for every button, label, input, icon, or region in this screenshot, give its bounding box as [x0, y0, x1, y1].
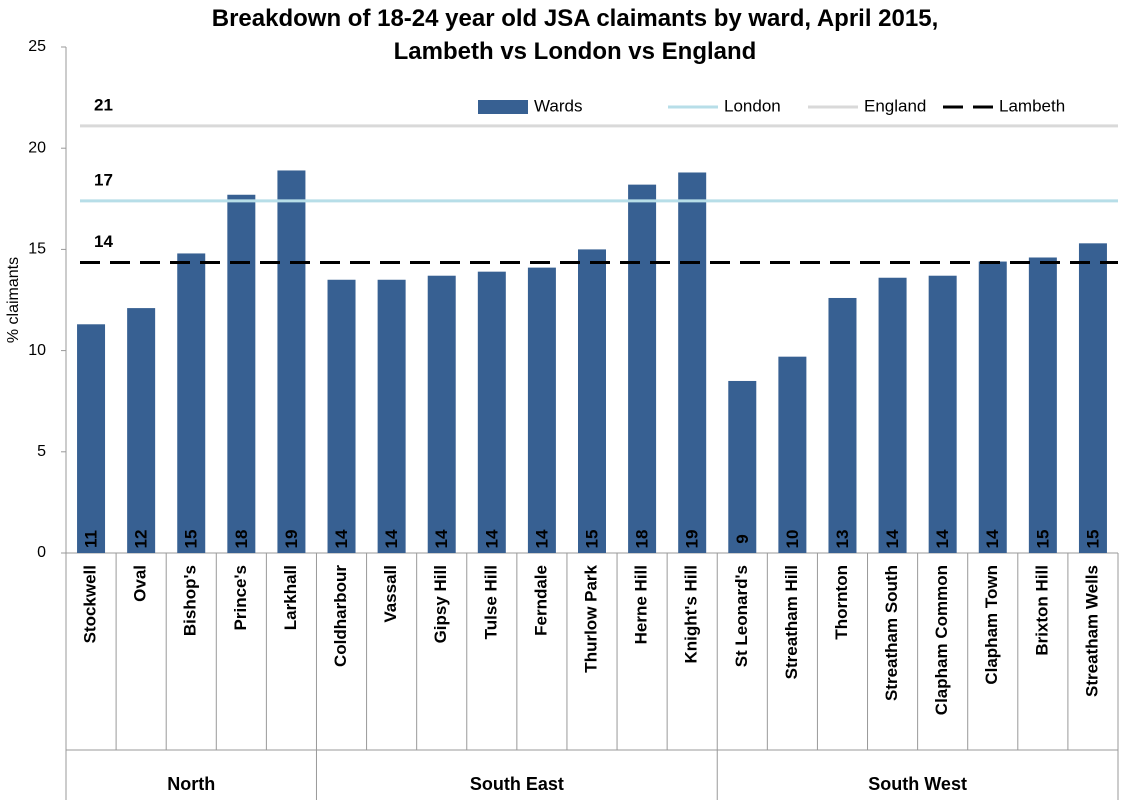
- chart-title: Breakdown of 18-24 year old JSA claimant…: [211, 5, 939, 65]
- legend-swatch: [478, 100, 528, 114]
- bar-value-label: 14: [983, 529, 1002, 548]
- x-tick-label: Oval: [131, 565, 150, 602]
- bar-value-label: 14: [382, 529, 401, 548]
- bar: [578, 249, 606, 553]
- bar-value-label: 19: [282, 530, 301, 549]
- bar: [377, 279, 406, 553]
- bar-value-label: 18: [232, 530, 251, 549]
- bar-value-label: 11: [82, 530, 101, 548]
- x-tick-label: Streatham South: [882, 565, 901, 701]
- bar-value-label: 15: [1083, 530, 1102, 549]
- y-tick-label: 20: [28, 139, 46, 156]
- x-tick-label: Thornton: [832, 565, 851, 640]
- group-label: South West: [868, 774, 967, 794]
- bar-value-label: 14: [332, 529, 351, 548]
- bar: [678, 172, 707, 553]
- y-tick-label: 5: [37, 443, 46, 460]
- y-tick-label: 10: [28, 342, 46, 359]
- y-tick-label: 0: [37, 544, 46, 561]
- bar: [828, 297, 857, 553]
- bar: [177, 253, 206, 553]
- bar-value-label: 9: [733, 534, 752, 543]
- group-label: South East: [470, 774, 564, 794]
- bar: [1028, 257, 1057, 553]
- bar-value-label: 14: [482, 529, 501, 548]
- bar-value-label: 12: [132, 530, 151, 549]
- x-tick-label: Vassall: [381, 565, 400, 623]
- legend-label: Wards: [534, 96, 583, 115]
- x-tick-label: Clapham Common: [932, 565, 951, 715]
- x-tick-label: Coldharbour: [331, 565, 350, 667]
- x-tick-label: Stockwell: [81, 565, 100, 643]
- bar: [427, 275, 456, 553]
- x-tick-label: Clapham Town: [982, 565, 1001, 685]
- bar-value-label: 10: [783, 530, 802, 549]
- bar-value-label: 15: [182, 530, 201, 549]
- x-tick-label: Gipsy Hill: [431, 565, 450, 643]
- bar-value-label: 15: [582, 530, 601, 549]
- bar: [928, 275, 957, 553]
- bar: [477, 271, 506, 553]
- x-tick-label: St Leonard's: [732, 565, 751, 667]
- x-tick-label: Herne Hill: [632, 565, 651, 644]
- bar-value-label: 18: [633, 530, 652, 549]
- y-tick-label: 15: [28, 241, 46, 258]
- bar-value-label: 14: [933, 529, 952, 548]
- reference-line-label: 14: [94, 232, 113, 251]
- bar-value-label: 14: [883, 529, 902, 548]
- bar: [127, 308, 156, 553]
- bar-value-label: 15: [1033, 530, 1052, 549]
- bar: [327, 279, 356, 553]
- bar: [728, 380, 757, 553]
- bar-value-label: 14: [532, 529, 551, 548]
- reference-line-label: 17: [94, 170, 113, 189]
- bar-value-label: 14: [432, 529, 451, 548]
- y-axis-label: % claimants: [5, 257, 22, 343]
- bar-value-label: 19: [683, 530, 702, 549]
- bar: [77, 324, 106, 553]
- x-tick-label: Brixton Hill: [1032, 565, 1051, 656]
- x-tick-label: Streatham Wells: [1082, 565, 1101, 697]
- x-tick-label: Knight's Hill: [682, 565, 701, 663]
- x-tick-label: Prince's: [231, 565, 250, 630]
- bar: [628, 184, 657, 553]
- legend-label: London: [724, 96, 781, 115]
- x-tick-label: Bishop's: [181, 565, 200, 636]
- bar: [277, 170, 306, 554]
- x-tick-label: Thurlow Park: [581, 564, 600, 672]
- bar: [527, 267, 556, 553]
- y-tick-label: 25: [28, 38, 46, 55]
- legend-label: Lambeth: [999, 96, 1065, 115]
- group-label: North: [167, 774, 215, 794]
- bar-value-label: 13: [833, 530, 852, 549]
- bar: [878, 277, 907, 553]
- bar: [1078, 243, 1107, 553]
- x-tick-label: Larkhall: [281, 565, 300, 630]
- x-tick-label: Streatham Hill: [782, 565, 801, 679]
- reference-line-label: 21: [94, 95, 113, 114]
- legend-label: England: [864, 96, 926, 115]
- x-tick-label: Ferndale: [531, 565, 550, 636]
- bar: [778, 356, 807, 553]
- x-tick-label: Tulse Hill: [481, 565, 500, 639]
- bar: [978, 261, 1007, 553]
- bar: [227, 194, 256, 553]
